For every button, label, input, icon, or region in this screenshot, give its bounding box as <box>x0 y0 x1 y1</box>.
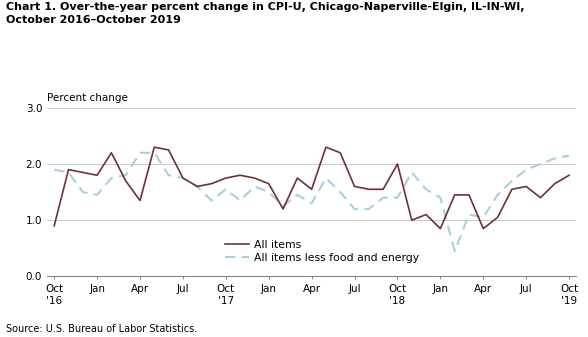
All items less food and energy <box>193 184 201 188</box>
All items <box>136 198 143 203</box>
All items <box>566 173 573 177</box>
All items <box>380 187 387 191</box>
All items <box>308 187 315 191</box>
All items <box>193 184 201 188</box>
Text: Source: U.S. Bureau of Labor Statistics.: Source: U.S. Bureau of Labor Statistics. <box>6 324 197 334</box>
All items less food and energy <box>236 198 243 203</box>
Text: October 2016–October 2019: October 2016–October 2019 <box>6 15 181 25</box>
All items <box>537 196 544 200</box>
All items <box>322 145 329 149</box>
All items less food and energy <box>537 162 544 166</box>
All items <box>337 151 344 155</box>
Legend: All items, All items less food and energy: All items, All items less food and energ… <box>220 236 424 268</box>
Line: All items: All items <box>54 147 569 228</box>
All items <box>251 176 258 180</box>
All items <box>151 145 158 149</box>
All items less food and energy <box>151 151 158 155</box>
All items <box>466 193 473 197</box>
All items less food and energy <box>552 156 559 160</box>
All items less food and energy <box>466 213 473 217</box>
All items less food and energy <box>279 204 286 208</box>
All items less food and energy <box>265 190 272 194</box>
All items <box>122 179 129 183</box>
All items <box>480 226 487 231</box>
Text: Percent change: Percent change <box>47 93 128 103</box>
All items less food and energy <box>222 187 229 191</box>
All items <box>451 193 458 197</box>
All items less food and energy <box>208 198 215 203</box>
All items less food and energy <box>65 171 72 175</box>
All items <box>494 215 501 219</box>
Text: Chart 1. Over-the-year percent change in CPI-U, Chicago-Naperville-Elgin, IL-IN-: Chart 1. Over-the-year percent change in… <box>6 2 524 12</box>
All items less food and energy <box>351 207 358 211</box>
All items <box>408 218 415 222</box>
All items less food and energy <box>523 167 530 172</box>
All items less food and energy <box>437 196 444 200</box>
All items less food and energy <box>509 179 516 183</box>
All items less food and energy <box>408 171 415 175</box>
All items <box>236 173 243 177</box>
Line: All items less food and energy: All items less food and energy <box>54 153 569 251</box>
All items less food and energy <box>337 190 344 194</box>
All items less food and energy <box>51 167 58 172</box>
All items <box>65 167 72 172</box>
All items less food and energy <box>136 151 143 155</box>
All items <box>165 148 172 152</box>
All items <box>208 182 215 186</box>
All items less food and energy <box>179 176 186 180</box>
All items less food and energy <box>165 173 172 177</box>
All items <box>351 184 358 188</box>
All items less food and energy <box>423 187 430 191</box>
All items <box>279 207 286 211</box>
All items <box>552 182 559 186</box>
All items <box>437 226 444 231</box>
All items less food and energy <box>451 249 458 253</box>
All items <box>509 187 516 191</box>
All items <box>523 184 530 188</box>
All items less food and energy <box>79 190 86 194</box>
All items less food and energy <box>251 184 258 188</box>
All items <box>79 171 86 175</box>
All items less food and energy <box>322 176 329 180</box>
All items less food and energy <box>494 193 501 197</box>
All items <box>394 162 401 166</box>
All items less food and energy <box>566 154 573 158</box>
All items <box>294 176 301 180</box>
All items <box>265 182 272 186</box>
All items less food and energy <box>108 176 115 180</box>
All items <box>423 213 430 217</box>
All items less food and energy <box>365 207 372 211</box>
All items less food and energy <box>394 196 401 200</box>
All items less food and energy <box>380 196 387 200</box>
All items less food and energy <box>308 201 315 205</box>
All items <box>222 176 229 180</box>
All items <box>365 187 372 191</box>
All items less food and energy <box>294 193 301 197</box>
All items <box>108 151 115 155</box>
All items less food and energy <box>480 215 487 219</box>
All items <box>93 173 101 177</box>
All items less food and energy <box>93 193 101 197</box>
All items <box>179 176 186 180</box>
All items less food and energy <box>122 173 129 177</box>
All items <box>51 224 58 228</box>
